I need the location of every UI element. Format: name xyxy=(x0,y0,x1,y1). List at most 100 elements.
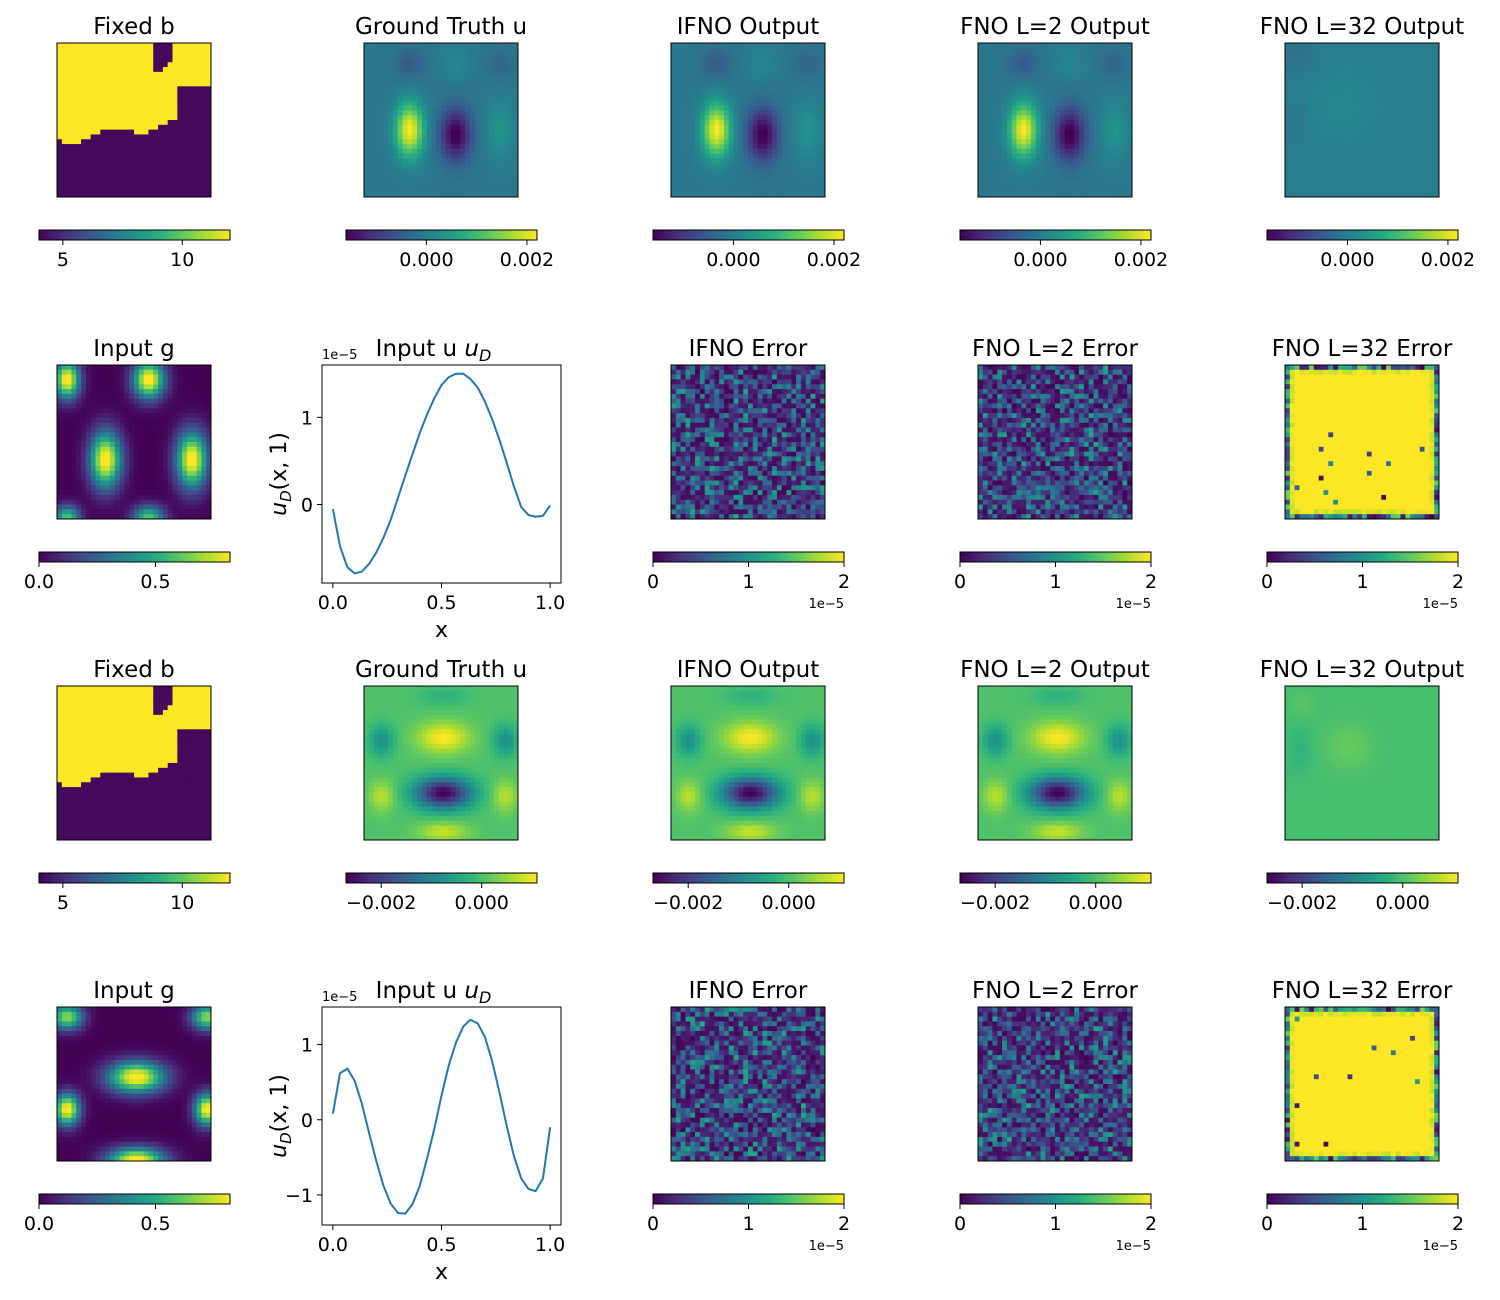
heatmap-cell xyxy=(1424,62,1430,68)
heatmap-cell xyxy=(1390,163,1397,169)
colorbar-tick-label: 0.002 xyxy=(807,249,861,271)
heatmap-cell xyxy=(1107,105,1114,111)
heatmap-cell xyxy=(1429,43,1435,49)
heatmap-cell xyxy=(1323,144,1329,150)
heatmap-cell xyxy=(1414,95,1421,102)
heatmap-cell xyxy=(167,57,173,63)
heatmap-cell xyxy=(143,81,149,87)
heatmap-cell xyxy=(441,172,447,179)
heatmap-cell xyxy=(392,86,399,92)
heatmap-cell xyxy=(1294,81,1300,87)
heatmap-cell xyxy=(392,62,399,68)
heatmap-cell xyxy=(71,192,77,198)
heatmap-cell xyxy=(71,110,77,116)
heatmap-cell xyxy=(1386,110,1392,116)
heatmap-cell xyxy=(695,62,701,68)
heatmap-cell xyxy=(397,47,403,53)
heatmap-cell xyxy=(1299,124,1305,130)
heatmap-cell xyxy=(513,115,519,121)
heatmap-cell xyxy=(105,177,111,183)
heatmap-cell xyxy=(436,100,442,106)
heatmap-cell xyxy=(1103,47,1109,53)
heatmap-cell xyxy=(109,47,116,53)
heatmap-cell xyxy=(513,43,519,49)
heatmap-cell xyxy=(690,52,696,58)
heatmap-cell xyxy=(800,129,807,135)
heatmap-cell xyxy=(1304,91,1310,97)
heatmap-cell xyxy=(776,158,783,164)
heatmap-cell xyxy=(1021,100,1027,106)
heatmap-cell xyxy=(1347,168,1353,174)
heatmap-cell xyxy=(704,182,710,188)
heatmap-cell xyxy=(426,67,432,73)
heatmap-cell xyxy=(167,148,173,155)
heatmap-cell xyxy=(153,168,159,174)
heatmap-cell xyxy=(1386,86,1392,92)
heatmap-cell xyxy=(191,91,197,97)
heatmap-cell xyxy=(124,129,130,135)
heatmap-cell xyxy=(1103,86,1109,92)
heatmap-cell xyxy=(455,168,461,174)
heatmap-cell xyxy=(1318,163,1324,169)
heatmap-cell xyxy=(489,95,495,102)
heatmap-cell xyxy=(781,120,787,126)
heatmap-cell xyxy=(373,105,379,111)
heatmap-cell xyxy=(469,187,476,193)
heatmap-cell xyxy=(781,67,787,73)
heatmap-cell xyxy=(757,105,763,111)
heatmap-cell xyxy=(90,129,96,135)
heatmap-cell xyxy=(124,71,130,78)
heatmap-cell xyxy=(728,43,734,49)
heatmap-cell xyxy=(1357,139,1363,145)
heatmap-cell xyxy=(685,91,691,97)
heatmap-cell xyxy=(1337,163,1344,169)
heatmap-cell xyxy=(71,120,77,126)
heatmap-cell xyxy=(368,168,374,174)
heatmap-cell xyxy=(1002,182,1008,188)
colorbar-tick-label: 10 xyxy=(170,249,194,271)
heatmap-cell xyxy=(508,177,514,183)
heatmap-cell xyxy=(1376,158,1382,164)
heatmap-cell xyxy=(484,105,490,111)
heatmap-cell xyxy=(364,192,370,198)
heatmap-cell xyxy=(167,76,173,82)
heatmap-cell xyxy=(105,187,111,193)
heatmap-cell xyxy=(1093,100,1099,106)
heatmap-cell xyxy=(1059,124,1065,130)
heatmap-cell xyxy=(201,158,207,164)
heatmap-cell xyxy=(368,62,374,68)
heatmap-cell xyxy=(796,158,802,164)
heatmap-cell xyxy=(513,76,519,82)
heatmap-cell xyxy=(752,47,758,53)
heatmap-cell xyxy=(1342,168,1348,174)
heatmap-cell xyxy=(992,187,998,193)
heatmap-cell xyxy=(675,76,681,82)
heatmap-cell xyxy=(1405,120,1411,126)
heatmap-cell xyxy=(489,100,495,106)
heatmap-cell xyxy=(1040,62,1046,68)
heatmap-cell xyxy=(85,76,92,82)
heatmap-cell xyxy=(1371,43,1377,49)
heatmap-cell xyxy=(1434,100,1440,106)
heatmap-cell xyxy=(182,182,188,188)
heatmap-cell xyxy=(1059,139,1065,145)
heatmap-cell xyxy=(1026,81,1032,87)
heatmap-cell xyxy=(1328,134,1334,140)
heatmap-cell xyxy=(66,110,72,116)
heatmap-cell xyxy=(1352,67,1358,73)
heatmap-cell xyxy=(100,52,106,58)
heatmap-cell xyxy=(479,47,485,53)
heatmap-cell xyxy=(1045,153,1051,159)
heatmap-cell xyxy=(738,71,744,78)
heatmap-cell xyxy=(1304,47,1310,53)
heatmap-cell xyxy=(704,43,710,49)
heatmap-cell xyxy=(503,86,509,92)
heatmap-cell xyxy=(762,120,768,126)
heatmap-cell xyxy=(138,153,144,159)
heatmap-cell xyxy=(1069,43,1075,49)
heatmap-cell xyxy=(987,105,993,111)
heatmap-cell xyxy=(1289,86,1295,92)
heatmap-cell xyxy=(426,120,432,126)
heatmap-cell xyxy=(1011,86,1017,92)
heatmap-cell xyxy=(752,43,758,49)
